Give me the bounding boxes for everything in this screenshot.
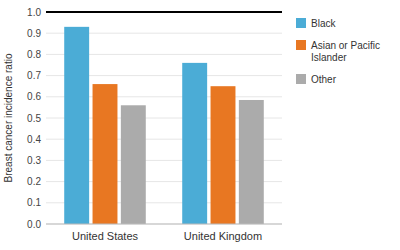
x-tick-labels: United States United Kingdom [72,230,262,242]
legend-swatch [296,18,306,28]
grid-line [46,12,282,13]
bar [239,100,264,224]
y-axis-label: Breast cancer incidence ratio [3,53,14,182]
y-tick-label: 0.6 [27,91,41,102]
y-tick-label: 1.0 [27,7,41,18]
bar [121,105,146,224]
y-tick-label: 0.2 [27,176,41,187]
legend: Black Asian or PacificIslander Other [296,18,380,85]
y-tick-label: 0.3 [27,155,41,166]
bars [64,27,264,224]
y-tick-label: 0.1 [27,197,41,208]
legend-swatch [296,74,306,84]
legend-swatch [296,40,306,50]
y-tick-label: 0.9 [27,28,41,39]
chart: 0.0 0.1 0.2 0.3 0.4 0.5 0.6 0.7 0.8 0.9 1.0 Breast … [0,0,400,250]
grid-line [46,224,282,225]
x-axis-line [46,224,282,225]
legend-label: Black [311,18,336,29]
reference-line [46,11,282,13]
bar [182,63,207,224]
legend-label: Other [311,74,337,85]
x-tick-label: United States [72,230,139,242]
y-tick-label: 0.7 [27,70,41,81]
x-tick-label: United Kingdom [184,230,262,242]
bar [93,84,118,224]
legend-label: Asian or PacificIslander [311,40,380,63]
bar [64,27,89,224]
y-tick-label: 0.8 [27,49,41,60]
y-tick-labels: 0.0 0.1 0.2 0.3 0.4 0.5 0.6 0.7 0.8 0.9 1.0 [27,7,41,230]
y-tick-label: 0.0 [27,219,41,230]
y-tick-label: 0.4 [27,134,41,145]
y-tick-label: 0.5 [27,113,41,124]
chart-container: 0.0 0.1 0.2 0.3 0.4 0.5 0.6 0.7 0.8 0.9 1.0 Breast … [0,0,400,250]
y-grid [46,12,282,224]
bar [211,86,236,224]
